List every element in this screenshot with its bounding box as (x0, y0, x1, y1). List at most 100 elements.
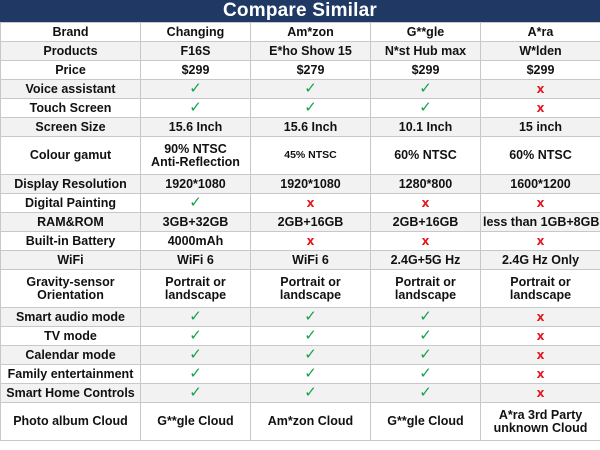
cross-icon: x (421, 195, 430, 210)
table-cell: x (480, 231, 600, 251)
table-cell: ✓ (370, 326, 481, 346)
row-label: Price (0, 60, 141, 80)
check-icon: ✓ (419, 307, 432, 325)
cross-icon: x (536, 195, 545, 210)
table-cell: 2GB+16GB (370, 212, 481, 232)
table-cell: x (370, 231, 481, 251)
cell-text-line: Portrait or (280, 274, 341, 289)
cell-text-line: Anti-Reflection (151, 154, 240, 169)
cell-text: Am*zon (287, 24, 334, 39)
table-cell: $299 (370, 60, 481, 80)
table-cell: x (370, 193, 481, 213)
check-icon: ✓ (419, 79, 432, 97)
table-cell: x (480, 193, 600, 213)
cell-text: 2GB+16GB (392, 214, 459, 229)
table-row: Built-in Battery 4000mAh x x x (0, 231, 600, 251)
cell-text: G**gle Cloud (157, 414, 234, 428)
table-cell: x (480, 383, 600, 403)
table-cell: 60% NTSC (370, 136, 481, 175)
table-row: Screen Size 15.6 Inch 15.6 Inch 10.1 Inch 15… (0, 117, 600, 137)
row-label: Colour gamut (0, 136, 141, 175)
cross-icon: x (536, 233, 545, 248)
check-icon: ✓ (304, 98, 317, 116)
table-cell: ✓ (140, 79, 251, 99)
table-cell: ✓ (140, 383, 251, 403)
cell-text: G**gle Cloud (387, 414, 464, 428)
table-cell: $299 (480, 60, 600, 80)
cell-text: $299 (181, 62, 210, 77)
table-cell: x (480, 98, 600, 118)
row-label: Display Resolution (0, 174, 141, 194)
check-icon: ✓ (419, 364, 432, 382)
row-label: Digital Painting (0, 193, 141, 213)
check-icon: ✓ (419, 383, 432, 401)
table-row: Digital Painting ✓ x x x (0, 193, 600, 213)
row-label: Brand (0, 22, 141, 42)
check-icon: ✓ (419, 345, 432, 363)
table-cell: x (480, 364, 600, 384)
check-icon: ✓ (189, 79, 202, 97)
cross-icon: x (536, 366, 545, 381)
table-cell: ✓ (250, 364, 371, 384)
table-cell: E*ho Show 15 (250, 41, 371, 61)
row-label: RAM&ROM (0, 212, 141, 232)
table-cell: A*ra 3rd Party unknown Cloud (480, 402, 600, 441)
table-cell: W*lden (480, 41, 600, 61)
table-cell: Changing (140, 22, 251, 42)
table-cell: ✓ (140, 98, 251, 118)
cell-text: 45% NTSC (284, 149, 337, 161)
table-cell: A*ra (480, 22, 600, 42)
table-cell: x (480, 326, 600, 346)
table-row: Photo album Cloud G**gle Cloud Am*zon Clou… (0, 402, 600, 441)
cell-text: 1920*1080 (165, 176, 226, 191)
table-cell: 90% NTSC Anti-Reflection (140, 136, 251, 175)
table-row: Colour gamut 90% NTSC Anti-Reflection 45% N… (0, 136, 600, 175)
comparison-table: Brand Changing Am*zon G**gle A*ra Products F16… (0, 22, 600, 441)
table-cell: ✓ (250, 345, 371, 365)
table-cell: ✓ (370, 364, 481, 384)
row-label: Gravity-sensor Orientation (0, 269, 141, 308)
page-title: Compare Similar (0, 0, 600, 22)
cross-icon: x (536, 347, 545, 362)
table-cell: N*st Hub max (370, 41, 481, 61)
cell-text: WiFi 6 (177, 252, 214, 267)
row-label: Products (0, 41, 141, 61)
cell-text-line: Portrait or (165, 274, 226, 289)
table-cell: $279 (250, 60, 371, 80)
row-label: TV mode (0, 326, 141, 346)
table-cell: ✓ (250, 307, 371, 327)
table-cell: 15.6 Inch (250, 117, 371, 137)
cell-text: A*ra (527, 24, 554, 39)
table-cell: Am*zon Cloud (250, 402, 371, 441)
cell-text-line: 90% NTSC (164, 141, 227, 156)
table-cell: Portrait or landscape (370, 269, 481, 308)
table-row: Calendar mode ✓ ✓ ✓ x (0, 345, 600, 365)
check-icon: ✓ (304, 383, 317, 401)
table-cell: Am*zon (250, 22, 371, 42)
cell-text: 1920*1080 (280, 176, 341, 191)
table-row: Smart audio mode ✓ ✓ ✓ x (0, 307, 600, 327)
table-cell: 1600*1200 (480, 174, 600, 194)
table-cell: 1920*1080 (250, 174, 371, 194)
cross-icon: x (536, 100, 545, 115)
table-row: WiFi WiFi 6 WiFi 6 2.4G+5G Hz 2.4G Hz Only (0, 250, 600, 270)
table-cell: 2.4G Hz Only (480, 250, 600, 270)
cell-text-line: unknown Cloud (493, 420, 588, 435)
table-cell: x (250, 231, 371, 251)
table-row: Family entertainment ✓ ✓ ✓ x (0, 364, 600, 384)
row-label: Smart Home Controls (0, 383, 141, 403)
table-cell: x (480, 79, 600, 99)
check-icon: ✓ (304, 79, 317, 97)
table-cell: WiFi 6 (140, 250, 251, 270)
table-cell: G**gle Cloud (370, 402, 481, 441)
cell-text-line: landscape (394, 287, 457, 302)
cell-text: Am*zon Cloud (267, 414, 354, 428)
table-cell: x (480, 307, 600, 327)
cell-text: 10.1 Inch (398, 119, 453, 134)
check-icon: ✓ (189, 345, 202, 363)
cell-text: 2.4G+5G Hz (390, 252, 461, 267)
cell-text: 15.6 Inch (283, 119, 338, 134)
table-cell: x (250, 193, 371, 213)
table-cell: 45% NTSC (250, 136, 371, 175)
cell-text-line: Portrait or (510, 274, 571, 289)
